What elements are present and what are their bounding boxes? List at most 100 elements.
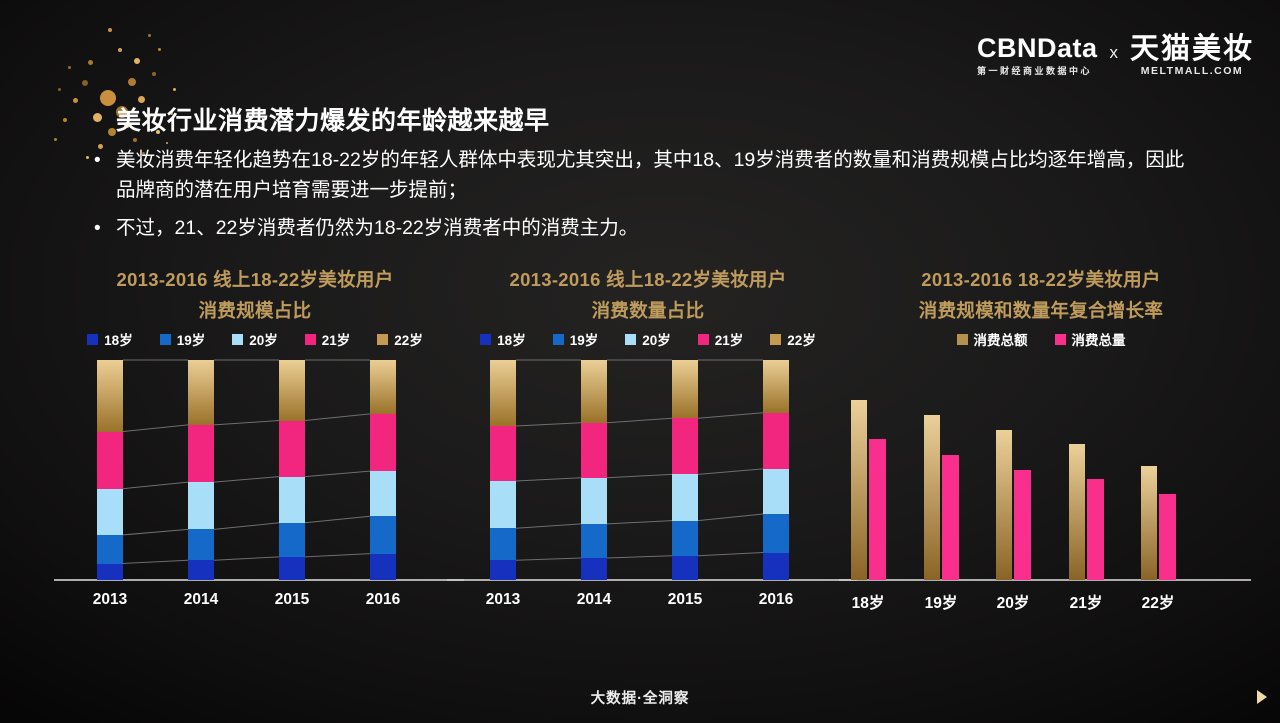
splatter-dot [82, 80, 88, 86]
bar-segment [672, 520, 698, 556]
bar-segment [97, 431, 123, 489]
splatter-dot [63, 118, 67, 122]
bar-segment [490, 528, 516, 561]
chart-title: 2013-2016 线上18-22岁美妆用户 [509, 269, 787, 290]
splatter-dot [128, 78, 136, 86]
chart-legend: 18岁 19岁 20岁 21岁 22岁 [453, 329, 843, 349]
legend-swatch [304, 333, 316, 345]
bullet-item: 不过，21、22岁消费者仍然为18-22岁消费者中的消费主力。 [88, 214, 1200, 244]
grouped-bar-amount [851, 399, 867, 580]
splatter-dot [54, 138, 57, 141]
legend-label: 消费总额 [973, 333, 1028, 348]
grouped-bar-amount [996, 430, 1012, 580]
x-axis-label: 18岁 [851, 595, 885, 612]
legend-label: 20岁 [249, 333, 278, 348]
legend-swatch [159, 333, 171, 345]
bar-segment [581, 558, 607, 580]
legend-label: 19岁 [176, 333, 206, 348]
splatter-dot [108, 28, 112, 32]
splatter-dot [68, 66, 71, 69]
splatter-dot [73, 98, 78, 103]
splatter-dot [148, 34, 151, 37]
bar-segment [279, 360, 305, 421]
bar-segment [97, 360, 123, 432]
splatter-dot [170, 112, 173, 115]
legend-swatch [697, 333, 709, 345]
x-axis-label: 2013 [485, 591, 521, 608]
logo-x-separator: x [1109, 43, 1118, 62]
chart-plot-area [447, 359, 857, 581]
page-title: 美妆行业消费潜力爆发的年龄越来越早 [116, 106, 550, 135]
bar-segment [370, 553, 396, 580]
bar-segment [763, 468, 789, 514]
connector-lines [122, 359, 371, 564]
header-logos: CBNData 第一财经商业数据中心 x 天猫美妆 MELTMALL.COM [977, 34, 1254, 77]
legend-label: 19岁 [569, 333, 599, 348]
grouped-bar-volume [942, 454, 959, 580]
grouped-bar-amount [924, 415, 940, 580]
bar-segment [763, 514, 789, 553]
splatter-dot [124, 122, 130, 128]
legend-label: 20岁 [642, 333, 671, 348]
splatter-dot [158, 48, 161, 51]
gold-paint-splatter-decoration [38, 18, 188, 168]
tmall-logo-subtitle: MELTMALL.COM [1140, 65, 1244, 77]
splatter-dot [58, 88, 61, 91]
bar-segment [97, 563, 123, 580]
bar-segment [97, 488, 123, 535]
bar-segment [672, 555, 698, 580]
chart-scale-share: 2013-2016 线上18-22岁美妆用户 消费规模占比 18岁 19岁 20岁 2… [54, 264, 464, 617]
bar-segment [581, 360, 607, 423]
splatter-dot [156, 130, 160, 134]
legend-swatch [377, 333, 389, 345]
x-axis-label: 2014 [576, 591, 612, 608]
legend-swatch [625, 333, 637, 345]
splatter-dot [138, 96, 145, 103]
legend-item: 21岁 [697, 329, 743, 349]
legend-item: 消费总额 [956, 329, 1028, 349]
splatter-dot [93, 113, 102, 122]
chart-title: 2013-2016 线上18-22岁美妆用户 [116, 269, 394, 290]
stacked-bar [672, 360, 698, 580]
legend-swatch [480, 333, 492, 345]
legend-item: 22岁 [377, 329, 423, 349]
connector-lines [515, 359, 764, 561]
legend-swatch [770, 333, 782, 345]
bar-segment [279, 420, 305, 477]
chart-legend: 消费总额 消费总量 [845, 329, 1237, 349]
bar-segment [279, 522, 305, 557]
legend-item: 22岁 [770, 329, 816, 349]
legend-swatch [87, 333, 99, 345]
bar-segment [490, 360, 516, 426]
legend-swatch [552, 333, 564, 345]
splatter-dot [118, 48, 122, 52]
bar-segment [188, 529, 214, 561]
legend-item: 18岁 [480, 329, 526, 349]
x-axis-label: 2015 [667, 591, 703, 608]
footer-tagline: 大数据·全洞察 [590, 691, 690, 707]
tmall-beauty-logo: 天猫美妆 MELTMALL.COM [1130, 34, 1254, 77]
legend-label: 18岁 [497, 333, 526, 348]
x-axis-labels: 2013 2014 2015 2016 [453, 591, 843, 617]
x-axis-label: 2016 [758, 591, 794, 608]
stacked-bar [97, 360, 123, 580]
bar-segment [763, 360, 789, 413]
x-axis-label: 2014 [183, 591, 219, 608]
splatter-dot [166, 142, 168, 144]
tmall-logo-text: 天猫美妆 [1129, 33, 1254, 65]
bar-segment [370, 471, 396, 517]
bar-segment [370, 360, 396, 414]
bar-segment [581, 477, 607, 524]
x-axis-line [54, 579, 464, 581]
legend-item: 19岁 [552, 329, 599, 349]
x-axis-labels: 18岁 19岁 20岁 21岁 22岁 [845, 591, 1237, 617]
next-slide-arrow[interactable] [1257, 690, 1267, 704]
legend-label: 18岁 [104, 333, 133, 348]
stacked-bar [188, 360, 214, 580]
legend-item: 20岁 [625, 329, 671, 349]
bar-segment [763, 412, 789, 469]
x-axis-labels: 2013 2014 2015 2016 [60, 591, 450, 617]
stacked-bar [370, 360, 396, 580]
splatter-dot [88, 60, 93, 65]
